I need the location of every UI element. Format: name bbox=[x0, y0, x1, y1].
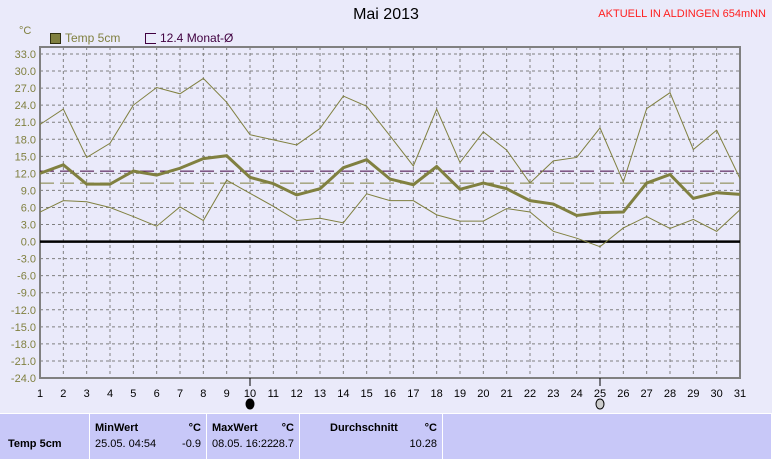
stats-row-label: Temp 5cm bbox=[8, 438, 62, 450]
x-tick-label: 12 bbox=[291, 388, 303, 400]
x-tick-label: 26 bbox=[617, 388, 629, 400]
max-time: 08.05. 16:22 bbox=[212, 438, 273, 450]
y-tick-label: 27.0 bbox=[15, 83, 36, 95]
x-tick-label: 23 bbox=[547, 388, 559, 400]
y-tick-label: -24.0 bbox=[11, 373, 36, 385]
x-tick-label: 14 bbox=[337, 388, 349, 400]
max-value: 28.7 bbox=[273, 438, 294, 450]
y-tick-label: 30.0 bbox=[15, 66, 36, 78]
x-tick-label: 22 bbox=[524, 388, 536, 400]
y-tick-label: 21.0 bbox=[15, 117, 36, 129]
y-tick-label: 6.0 bbox=[21, 202, 36, 214]
x-tick-label: 6 bbox=[154, 388, 160, 400]
max-unit: °C bbox=[282, 422, 294, 434]
y-tick-label: -12.0 bbox=[11, 305, 36, 317]
y-tick-label: -15.0 bbox=[11, 322, 36, 334]
y-tick-label: -6.0 bbox=[17, 271, 36, 283]
x-tick-label: 25 bbox=[594, 388, 606, 400]
line-chart: 33.030.027.024.021.018.015.012.09.06.03.… bbox=[0, 0, 772, 413]
y-tick-label: 18.0 bbox=[15, 134, 36, 146]
max-cell: MaxWert °C 08.05. 16:22 28.7 bbox=[206, 414, 299, 459]
avg-cell: Durchschnitt °C 10.28 bbox=[299, 414, 442, 459]
x-tick-label: 10 bbox=[244, 388, 256, 400]
x-tick-label: 20 bbox=[477, 388, 489, 400]
avg-unit: °C bbox=[425, 422, 437, 434]
x-tick-label: 19 bbox=[454, 388, 466, 400]
min-unit: °C bbox=[189, 422, 201, 434]
x-tick-label: 4 bbox=[107, 388, 113, 400]
x-tick-label: 28 bbox=[664, 388, 676, 400]
x-tick-label: 7 bbox=[177, 388, 183, 400]
x-tick-label: 16 bbox=[384, 388, 396, 400]
x-tick-label: 13 bbox=[314, 388, 326, 400]
min-header: MinWert bbox=[95, 422, 138, 434]
x-tick-label: 21 bbox=[501, 388, 513, 400]
x-tick-label: 17 bbox=[407, 388, 419, 400]
y-tick-label: 0.0 bbox=[21, 237, 36, 249]
max-header: MaxWert bbox=[212, 422, 258, 434]
avg-value: 10.28 bbox=[409, 438, 437, 450]
x-tick-label: 29 bbox=[687, 388, 699, 400]
y-tick-label: 9.0 bbox=[21, 185, 36, 197]
min-time: 25.05. 04:54 bbox=[95, 438, 156, 450]
x-tick-label: 24 bbox=[571, 388, 583, 400]
x-tick-label: 30 bbox=[711, 388, 723, 400]
y-tick-label: 3.0 bbox=[21, 220, 36, 232]
x-tick-label: 27 bbox=[641, 388, 653, 400]
y-tick-label: 15.0 bbox=[15, 151, 36, 163]
x-tick-label: 15 bbox=[361, 388, 373, 400]
y-tick-label: 24.0 bbox=[15, 100, 36, 112]
x-tick-label: 2 bbox=[60, 388, 66, 400]
avg-header: Durchschnitt bbox=[330, 422, 398, 434]
x-tick-label: 1 bbox=[37, 388, 43, 400]
x-tick-label: 31 bbox=[734, 388, 746, 400]
full-moon-icon bbox=[596, 399, 604, 409]
stats-panel: Temp 5cm MinWert °C 25.05. 04:54 -0.9 Ma… bbox=[0, 413, 772, 459]
y-tick-label: -3.0 bbox=[17, 254, 36, 266]
new-moon-icon bbox=[246, 399, 254, 409]
x-tick-label: 9 bbox=[224, 388, 230, 400]
x-tick-label: 11 bbox=[268, 388, 279, 400]
y-tick-label: 33.0 bbox=[15, 49, 36, 61]
x-tick-label: 8 bbox=[200, 388, 206, 400]
y-tick-label: -9.0 bbox=[17, 288, 36, 300]
y-tick-label: -21.0 bbox=[11, 356, 36, 368]
x-tick-label: 3 bbox=[84, 388, 90, 400]
x-tick-label: 5 bbox=[130, 388, 136, 400]
min-cell: MinWert °C 25.05. 04:54 -0.9 bbox=[89, 414, 206, 459]
y-tick-label: 12.0 bbox=[15, 168, 36, 180]
y-tick-label: -18.0 bbox=[11, 339, 36, 351]
min-value: -0.9 bbox=[182, 438, 201, 450]
x-tick-label: 18 bbox=[431, 388, 443, 400]
